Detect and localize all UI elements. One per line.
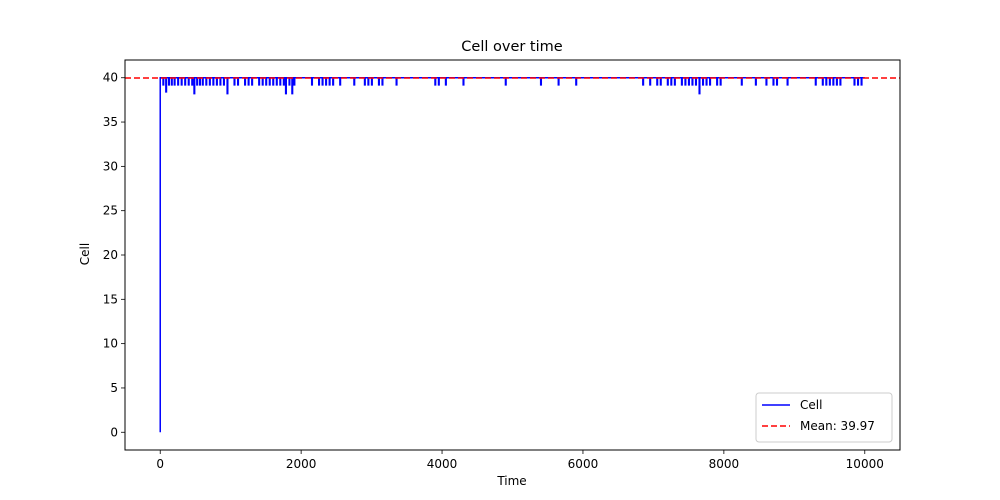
y-tick-label: 15 [103,292,118,306]
x-tick-label: 4000 [427,457,458,471]
x-axis-label: Time [496,474,526,488]
legend-label: Cell [800,398,822,412]
plot-area [125,76,900,433]
chart-title: Cell over time [461,39,562,55]
y-tick-label: 25 [103,204,118,218]
x-tick-label: 2000 [286,457,317,471]
legend-box [755,392,893,443]
x-tick-label: 10000 [846,457,884,471]
x-tick-label: 6000 [568,457,599,471]
y-tick-label: 0 [110,425,118,439]
series-line-cell [159,76,865,433]
y-tick-label: 10 [103,337,118,351]
axes: 0 2000 4000 6000 8000 10000 0 5 10 15 20 25 30 35 40 [103,59,901,471]
x-tick-label: 8000 [709,457,740,471]
legend-label: Mean: 39.97 [800,419,875,433]
y-tick-label: 40 [103,71,118,85]
y-tick-label: 5 [110,381,118,395]
y-tick-label: 30 [103,159,118,173]
x-tick-label: 0 [156,457,164,471]
y-tick-label: 20 [103,248,118,262]
y-tick-label: 35 [103,115,118,129]
legend: Cell Mean: 39.97 [755,392,893,443]
y-axis-label: Cell [78,243,92,265]
